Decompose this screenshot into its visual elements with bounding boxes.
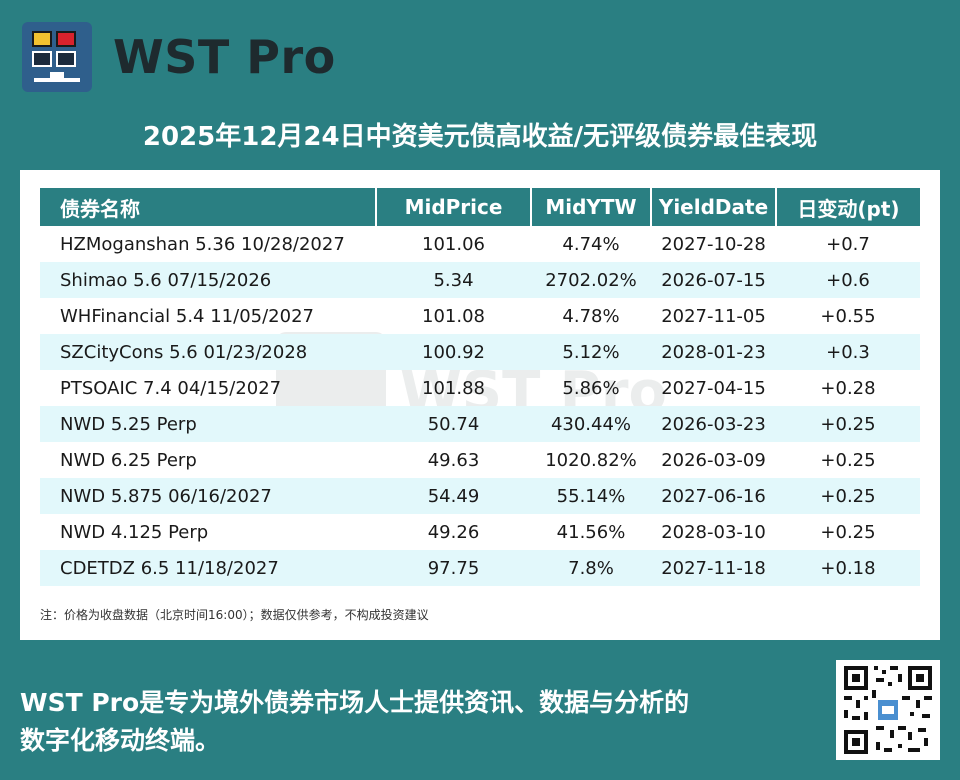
table-row: SZCityCons 5.6 01/23/2028 100.92 5.12% 2028… <box>40 334 920 370</box>
mid-ytw-cell: 7.8% <box>531 550 651 586</box>
footer-text: WST Pro是专为境外债券市场人士提供资讯、数据与分析的 数字化移动终端。 <box>20 684 800 760</box>
yield-date-cell: 2026-07-15 <box>651 262 776 298</box>
mid-ytw-cell: 1020.82% <box>545 449 637 471</box>
mid-ytw-cell: 2702.02% <box>531 262 651 298</box>
mid-price-cell: 54.49 <box>376 478 531 514</box>
bond-name-cell: NWD 5.875 06/16/2027 <box>40 478 376 514</box>
bond-name-cell: SZCityCons 5.6 01/23/2028 <box>40 334 376 370</box>
daily-change-cell: +0.25 <box>776 406 920 442</box>
wst-logo-icon <box>22 22 92 92</box>
column-header-mid-price: MidPrice <box>376 188 532 226</box>
disclaimer-note: 注：价格为收盘数据（北京时间16:00）；数据仅供参考，不构成投资建议 <box>40 608 429 622</box>
table-row: HZMoganshan 5.36 10/28/2027 101.06 4.74% 20… <box>40 226 920 262</box>
table-header-row: 债券名称 MidPrice MidYTW YieldDate 日变动(pt) <box>40 188 920 226</box>
table-row: NWD 5.875 06/16/2027 54.49 55.14% 2027-06-1… <box>40 478 920 514</box>
footer-line-2: 数字化移动终端。 <box>20 726 221 755</box>
yield-date-cell: 2027-11-05 <box>661 305 766 327</box>
bond-name-cell: PTSOAIC 7.4 04/15/2027 <box>60 377 282 399</box>
mid-price-cell: 97.75 <box>376 550 531 586</box>
column-header-yield-date: YieldDate <box>651 188 777 226</box>
mid-ytw-cell: 55.14% <box>531 478 651 514</box>
mid-price-cell: 5.34 <box>376 262 531 298</box>
daily-change-cell: +0.18 <box>776 550 920 586</box>
daily-change-cell: +0.28 <box>820 377 876 399</box>
daily-change-cell: +0.7 <box>826 233 870 255</box>
yield-date-cell: 2028-01-23 <box>651 334 776 370</box>
brand-name: WST Pro <box>113 30 336 84</box>
mid-price-cell: 101.88 <box>422 377 485 399</box>
yield-date-cell: 2027-04-15 <box>661 377 766 399</box>
mid-ytw-cell: 4.74% <box>562 233 620 255</box>
yield-date-cell: 2026-03-09 <box>661 449 766 471</box>
table-row: NWD 6.25 Perp 49.63 1020.82% 2026-03-09 +0.2… <box>40 442 920 478</box>
mid-ytw-cell: 430.44% <box>531 406 651 442</box>
bond-name-cell: NWD 5.25 Perp <box>40 406 376 442</box>
table-row: PTSOAIC 7.4 04/15/2027 101.88 5.86% 2027-04… <box>40 370 920 406</box>
daily-change-cell: +0.25 <box>820 449 876 471</box>
table-row: NWD 4.125 Perp 49.26 41.56% 2028-03-10 +0.25 <box>40 514 920 550</box>
yield-date-cell: 2027-10-28 <box>661 233 766 255</box>
table-row: Shimao 5.6 07/15/2026 5.34 2702.02% 2026-07… <box>40 262 920 298</box>
yield-date-cell: 2027-06-16 <box>651 478 776 514</box>
mid-ytw-cell: 4.78% <box>562 305 620 327</box>
bond-name-cell: HZMoganshan 5.36 10/28/2027 <box>60 233 345 255</box>
yield-date-cell: 2027-11-18 <box>651 550 776 586</box>
table-row: CDETDZ 6.5 11/18/2027 97.75 7.8% 2027-11-18… <box>40 550 920 586</box>
qr-code-icon <box>836 660 940 760</box>
bond-name-cell: CDETDZ 6.5 11/18/2027 <box>40 550 376 586</box>
bond-name-cell: NWD 6.25 Perp <box>60 449 197 471</box>
daily-change-cell: +0.6 <box>776 262 920 298</box>
mid-ytw-cell: 5.12% <box>531 334 651 370</box>
table-row: WHFinancial 5.4 11/05/2027 101.08 4.78% 202… <box>40 298 920 334</box>
mid-ytw-cell: 41.56% <box>556 521 626 543</box>
mid-price-cell: 100.92 <box>376 334 531 370</box>
mid-price-cell: 49.63 <box>427 449 480 471</box>
daily-change-cell: +0.55 <box>820 305 876 327</box>
daily-change-cell: +0.25 <box>820 521 876 543</box>
page-title: 2025年12月24日中资美元债高收益/无评级债券最佳表现 <box>142 122 818 152</box>
bond-table: 债券名称 MidPrice MidYTW YieldDate 日变动(pt) H… <box>40 188 920 586</box>
mid-price-cell: 50.74 <box>376 406 531 442</box>
mid-price-cell: 49.26 <box>427 521 480 543</box>
yield-date-cell: 2026-03-23 <box>651 406 776 442</box>
bond-name-cell: Shimao 5.6 07/15/2026 <box>40 262 376 298</box>
table-row: NWD 5.25 Perp 50.74 430.44% 2026-03-23 +0.25 <box>40 406 920 442</box>
column-header-bond-name: 债券名称 <box>40 188 377 226</box>
column-header-mid-ytw: MidYTW <box>531 188 652 226</box>
footer-line-1: WST Pro是专为境外债券市场人士提供资讯、数据与分析的 <box>20 688 690 717</box>
bond-name-cell: WHFinancial 5.4 11/05/2027 <box>60 305 314 327</box>
mid-price-cell: 101.06 <box>422 233 485 255</box>
bond-name-cell: NWD 4.125 Perp <box>60 521 209 543</box>
yield-date-cell: 2028-03-10 <box>661 521 766 543</box>
mid-ytw-cell: 5.86% <box>562 377 620 399</box>
daily-change-cell: +0.25 <box>776 478 920 514</box>
daily-change-cell: +0.3 <box>776 334 920 370</box>
mid-price-cell: 101.08 <box>422 305 485 327</box>
table-card: WST Pro 债券名称 MidPrice MidYTW YieldDate 日… <box>20 170 940 640</box>
column-header-daily-change: 日变动(pt) <box>776 188 920 226</box>
